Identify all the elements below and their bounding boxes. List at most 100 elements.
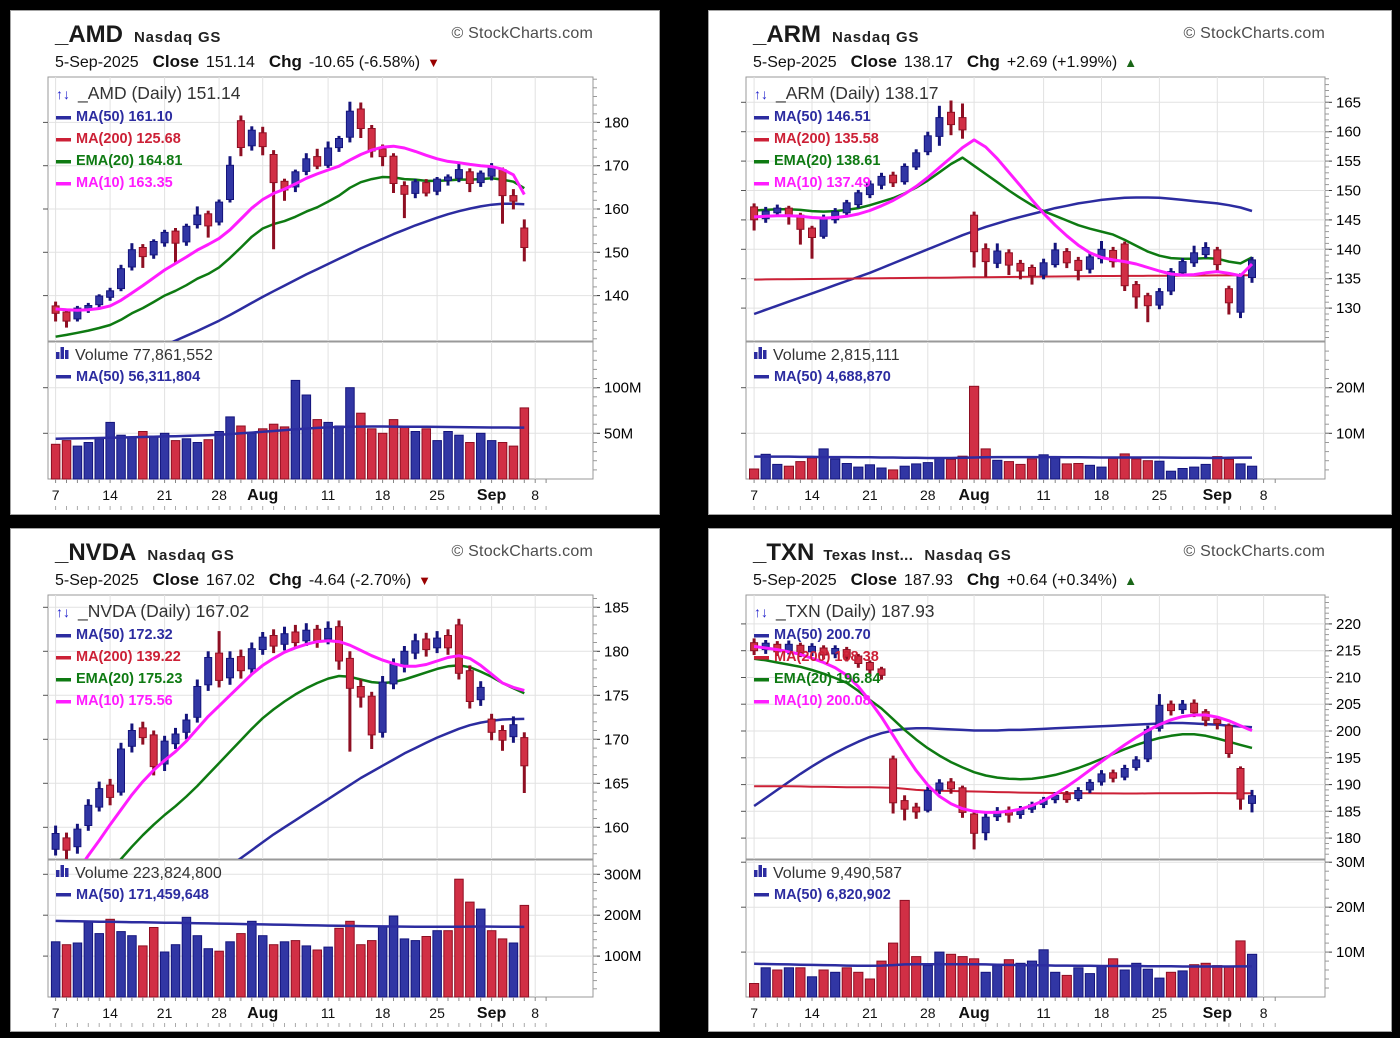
ticker-symbol: _AMD xyxy=(55,21,124,48)
svg-text:165: 165 xyxy=(1336,94,1361,111)
legend-overlay-label: MA(50) 172.32 xyxy=(76,627,173,643)
legend-overlay-label: EMA(20) 138.61 xyxy=(774,153,880,169)
svg-text:215: 215 xyxy=(1336,643,1361,660)
svg-text:170: 170 xyxy=(604,158,629,175)
x-axis-label: 11 xyxy=(321,1005,336,1021)
x-axis-label: 8 xyxy=(531,487,539,503)
svg-text:165: 165 xyxy=(604,775,629,792)
svg-text:155: 155 xyxy=(1336,153,1361,170)
close-label: Close xyxy=(850,570,897,589)
x-axis-label: 21 xyxy=(157,1005,173,1021)
x-axis-label: Aug xyxy=(959,1005,990,1022)
candlestick-series xyxy=(51,101,529,328)
up-triangle-icon: ▲ xyxy=(1124,55,1138,70)
close-value: 138.17 xyxy=(903,54,953,71)
quote-date: 5-Sep-2025 xyxy=(55,54,139,71)
chg-label: Chg xyxy=(268,570,302,589)
svg-text:30M: 30M xyxy=(1336,854,1365,871)
svg-text:130: 130 xyxy=(1336,300,1361,317)
quote-date: 5-Sep-2025 xyxy=(55,572,139,589)
svg-text:↑↓: ↑↓ xyxy=(56,604,70,620)
svg-text:200M: 200M xyxy=(604,907,642,924)
x-axis-label: 21 xyxy=(862,1005,878,1021)
stockcharts-credit: © StockCharts.com xyxy=(451,543,593,560)
volume-ma-label: MA(50) 56,311,804 xyxy=(76,369,200,385)
chg-value: -10.65 (-6.58%) xyxy=(308,54,421,71)
svg-text:100M: 100M xyxy=(604,948,642,965)
chart-panel-nvda[interactable]: _NVDA Nasdaq GS © StockCharts.com 5-Sep-2… xyxy=(10,528,660,1032)
volume-bars xyxy=(749,385,1258,480)
quote-line: 5-Sep-2025 Close 138.17 Chg +2.69 (+1.99%) ▲ xyxy=(753,52,1137,72)
legend-overlay-label: EMA(20) 196.84 xyxy=(774,671,880,687)
chart-svg: 140 150 160 170 180 50M 100M 7 14 21 28 Aug 11 18 25 Se… xyxy=(43,76,642,510)
company-name: Texas Inst... xyxy=(823,547,914,564)
svg-text:20M: 20M xyxy=(1336,899,1365,916)
svg-text:↑↓: ↑↓ xyxy=(754,604,768,620)
svg-text:210: 210 xyxy=(1336,669,1361,686)
x-axis-label: 14 xyxy=(102,1005,118,1021)
x-axis-label: Aug xyxy=(247,487,278,504)
legend-title: _AMD (Daily) 151.14 xyxy=(77,83,241,104)
chart-panel-amd[interactable]: _AMD Nasdaq GS © StockCharts.com 5-Sep-20… xyxy=(10,10,660,515)
chg-value: +0.64 (+0.34%) xyxy=(1006,572,1118,589)
svg-text:185: 185 xyxy=(1336,803,1361,820)
volume-ma-label: MA(50) 6,820,902 xyxy=(774,887,891,903)
x-axis-label: 21 xyxy=(862,487,878,503)
chg-value: -4.64 (-2.70%) xyxy=(308,572,412,589)
volume-bars-icon xyxy=(56,865,69,877)
x-axis-label: 11 xyxy=(1036,487,1051,503)
svg-text:145: 145 xyxy=(1336,212,1361,229)
chart-svg: 180 185 190 195 200 205 210 215 220 10M 20M 30M 7 14 2… xyxy=(741,594,1365,1027)
svg-text:10M: 10M xyxy=(1336,425,1365,442)
svg-text:195: 195 xyxy=(1336,750,1361,767)
panel-header: _ARM Nasdaq GS xyxy=(753,21,919,49)
chart-panel-txn[interactable]: _TXN Texas Inst... Nasdaq GS © StockCharts… xyxy=(708,528,1392,1032)
svg-text:20M: 20M xyxy=(1336,380,1365,397)
close-value: 167.02 xyxy=(205,572,255,589)
x-axis-label: 7 xyxy=(52,487,60,503)
x-axis-label: 14 xyxy=(804,487,820,503)
volume-bars-icon xyxy=(754,347,767,359)
x-axis-label: 18 xyxy=(375,1005,391,1021)
x-axis-label: Sep xyxy=(477,1005,507,1022)
chg-label: Chg xyxy=(268,52,302,71)
chg-value: +2.69 (+1.99%) xyxy=(1006,54,1118,71)
candlestick-series xyxy=(750,100,1256,323)
x-axis-label: 8 xyxy=(531,1005,539,1021)
x-axis-label: 25 xyxy=(1152,1005,1168,1021)
ticker-symbol: _TXN xyxy=(753,539,815,566)
svg-text:180: 180 xyxy=(1336,830,1361,847)
svg-text:205: 205 xyxy=(1336,696,1361,713)
x-axis-label: 28 xyxy=(920,1005,936,1021)
stockcharts-credit: © StockCharts.com xyxy=(1183,543,1325,560)
exchange-label: Nasdaq GS xyxy=(147,547,235,564)
quote-line: 5-Sep-2025 Close 187.93 Chg +0.64 (+0.34%) ▲ xyxy=(753,570,1137,590)
x-axis-label: 7 xyxy=(52,1005,60,1021)
x-axis-label: 18 xyxy=(1094,1005,1110,1021)
svg-text:180: 180 xyxy=(604,643,629,660)
legend-overlay-label: MA(200) 188.38 xyxy=(774,649,879,665)
legend-overlay-label: MA(200) 125.68 xyxy=(76,131,181,147)
x-axis-label: 11 xyxy=(1036,1005,1051,1021)
chg-label: Chg xyxy=(966,570,1000,589)
down-triangle-icon: ▼ xyxy=(427,55,440,70)
svg-text:50M: 50M xyxy=(604,425,633,442)
svg-text:300M: 300M xyxy=(604,866,642,883)
svg-text:135: 135 xyxy=(1336,271,1361,288)
volume-ma-label: MA(50) 4,688,870 xyxy=(774,369,891,385)
chart-panel-arm[interactable]: _ARM Nasdaq GS © StockCharts.com 5-Sep-20… xyxy=(708,10,1392,515)
x-axis-label: 7 xyxy=(750,487,758,503)
x-axis-label: 14 xyxy=(804,1005,820,1021)
x-axis-label: Sep xyxy=(1203,487,1233,504)
svg-text:10M: 10M xyxy=(1336,944,1365,961)
quote-date: 5-Sep-2025 xyxy=(753,54,837,71)
quote-line: 5-Sep-2025 Close 167.02 Chg -4.64 (-2.70%) ▼ xyxy=(55,570,431,590)
panel-header: _TXN Texas Inst... Nasdaq GS xyxy=(753,539,1012,567)
volume-ma-label: MA(50) 171,459,648 xyxy=(76,887,209,903)
chg-label: Chg xyxy=(966,52,1000,71)
x-axis-label: 18 xyxy=(375,487,391,503)
x-axis-label: Aug xyxy=(959,487,990,504)
svg-text:160: 160 xyxy=(1336,124,1361,141)
chart-svg: 130 135 140 145 150 155 160 165 10M 20M 7 14 21 28 Aug… xyxy=(741,76,1365,510)
